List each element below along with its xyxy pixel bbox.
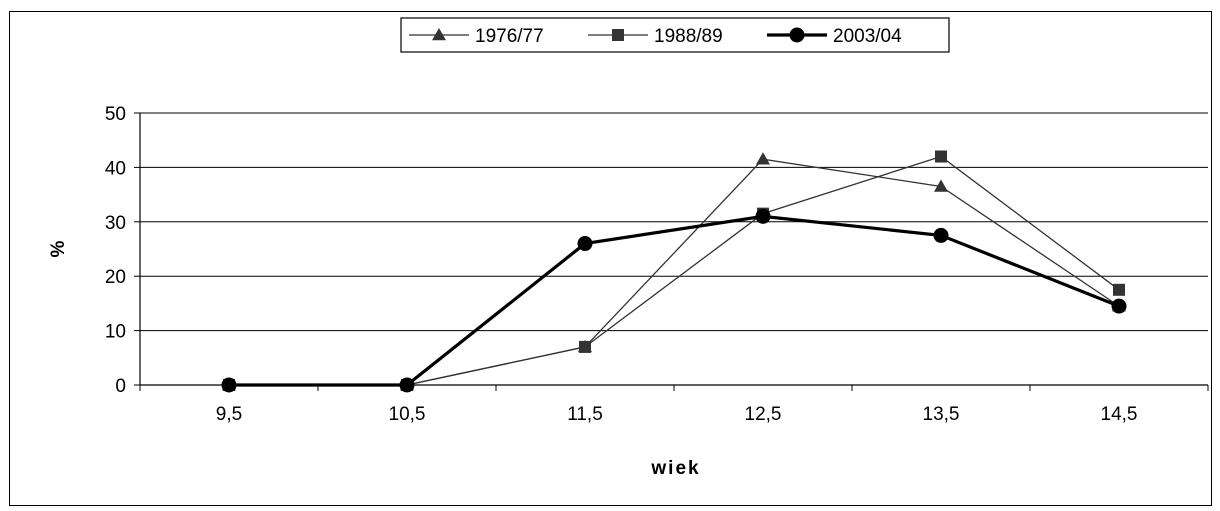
y-tick-label: 20 (105, 267, 126, 288)
y-axis-title: % (48, 240, 69, 257)
series (221, 150, 1127, 393)
gridlines (140, 112, 1208, 332)
data-point (577, 236, 593, 252)
y-tick-label: 0 (115, 376, 126, 397)
legend-label: 2003/04 (833, 26, 902, 47)
legend: 1976/77 1988/89 2003/04 (400, 17, 950, 53)
x-axis-title: wiek (650, 458, 700, 479)
axes (134, 112, 1209, 391)
series-2003-04 (221, 208, 1127, 393)
series-1988-89 (223, 150, 1125, 391)
x-tick-labels: 9,5 10,5 11,5 12,5 13,5 14,5 (216, 404, 1138, 425)
y-tick-label: 40 (105, 158, 126, 179)
data-point (935, 150, 947, 163)
data-point (933, 227, 949, 243)
legend-label: 1976/77 (475, 26, 544, 47)
legend-box (400, 17, 950, 53)
x-tick-label: 11,5 (567, 404, 603, 425)
chart-frame (9, 11, 1212, 506)
y-tick-label: 50 (105, 104, 126, 125)
series-line (229, 155, 1120, 386)
data-point (1111, 298, 1127, 314)
x-tick-label: 10,5 (389, 404, 426, 425)
x-tick-label: 9,5 (216, 404, 242, 425)
series-line (229, 214, 1120, 387)
y-tick-labels: 0 10 20 30 40 50 (105, 104, 126, 397)
series-1976-77 (222, 152, 1126, 391)
data-point (755, 208, 771, 224)
legend-label: 1988/89 (654, 26, 723, 47)
data-point (579, 340, 591, 353)
data-point (934, 179, 948, 192)
legend-marker (612, 29, 624, 41)
x-tick-label: 14,5 (1101, 404, 1138, 425)
y-tick-label: 30 (105, 213, 126, 234)
series-line (229, 158, 1120, 386)
y-tick-label: 10 (105, 322, 126, 343)
legend-marker (789, 27, 805, 43)
data-point (221, 377, 237, 393)
legend-marker (432, 28, 446, 41)
x-tick-label: 13,5 (923, 404, 960, 425)
x-tick-label: 12,5 (745, 404, 782, 425)
data-point (1113, 283, 1125, 296)
data-point (756, 152, 770, 165)
data-point (399, 377, 415, 393)
